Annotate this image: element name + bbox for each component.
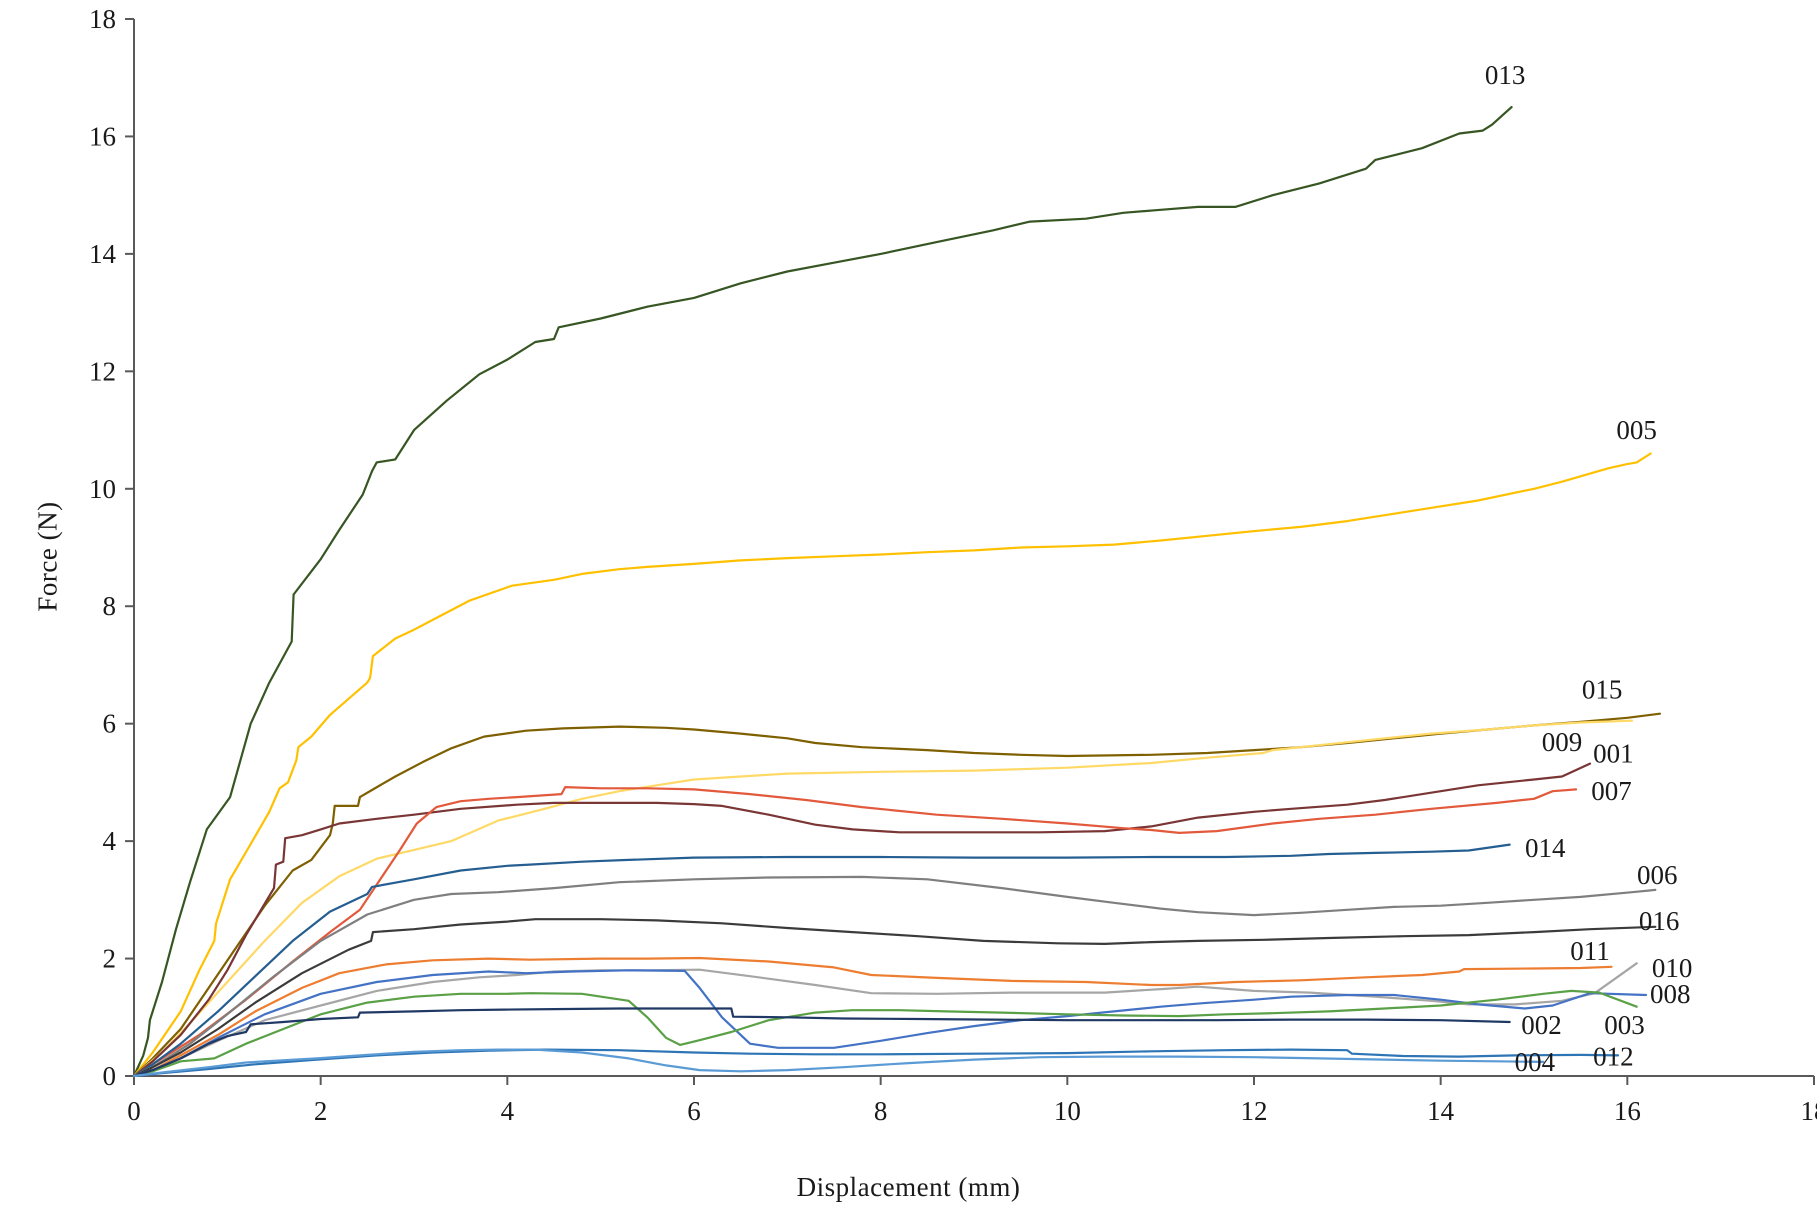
series-line-002 <box>132 1007 1511 1078</box>
series-label-014: 014 <box>1525 833 1566 863</box>
x-tick-label: 4 <box>501 1096 515 1126</box>
series-label-015: 015 <box>1582 675 1623 705</box>
series-label-010: 010 <box>1652 953 1693 983</box>
series-label-008: 008 <box>1650 979 1691 1009</box>
series-line-010 <box>132 962 1638 1078</box>
x-tick-label: 16 <box>1614 1096 1641 1126</box>
series-line-013 <box>132 106 1513 1078</box>
series-line-014 <box>132 843 1511 1078</box>
series-line-015 <box>132 712 1662 1078</box>
series-line-005 <box>132 452 1652 1078</box>
series-line-006 <box>132 875 1657 1078</box>
y-tick-label: 10 <box>89 474 116 504</box>
y-tick-label: 16 <box>89 121 116 151</box>
series-label-011: 011 <box>1570 936 1610 966</box>
series-label-007: 007 <box>1591 776 1632 806</box>
series-line-011 <box>132 956 1613 1078</box>
series-label-002: 002 <box>1521 1010 1562 1040</box>
series-label-012: 012 <box>1593 1042 1634 1072</box>
y-tick-label: 0 <box>103 1061 117 1091</box>
series-label-005: 005 <box>1616 415 1657 445</box>
series-label-003: 003 <box>1604 1010 1645 1040</box>
y-tick-label: 18 <box>89 4 116 34</box>
series-line-016 <box>132 918 1657 1078</box>
y-tick-label: 2 <box>103 944 117 974</box>
x-tick-label: 10 <box>1054 1096 1081 1126</box>
series-label-006: 006 <box>1637 860 1678 890</box>
x-tick-label: 12 <box>1241 1096 1268 1126</box>
series-line-008 <box>132 969 1648 1078</box>
series-label-013: 013 <box>1485 60 1526 90</box>
x-tick-label: 8 <box>874 1096 888 1126</box>
x-axis-title: Displacement (mm) <box>796 1172 1021 1202</box>
series-line-012 <box>132 1048 1620 1078</box>
x-tick-label: 14 <box>1427 1096 1455 1126</box>
y-tick-label: 4 <box>103 826 117 856</box>
y-axis-title: Force (N) <box>32 501 63 612</box>
x-tick-label: 2 <box>314 1096 328 1126</box>
y-tick-label: 8 <box>103 591 117 621</box>
series-label-004: 004 <box>1515 1047 1556 1077</box>
series-line-007 <box>132 786 1578 1078</box>
series-label-009: 009 <box>1542 727 1583 757</box>
x-tick-label: 6 <box>687 1096 701 1126</box>
series-line-003 <box>132 989 1638 1078</box>
x-tick-label: 18 <box>1801 1096 1817 1126</box>
series-label-001: 001 <box>1593 739 1634 769</box>
y-tick-label: 14 <box>89 239 117 269</box>
series-line-009 <box>132 719 1634 1078</box>
x-tick-label: 0 <box>127 1096 141 1126</box>
series-label-016: 016 <box>1639 906 1680 936</box>
series-line-004 <box>132 1048 1545 1078</box>
series-line-001 <box>132 762 1592 1078</box>
y-tick-label: 12 <box>89 356 116 386</box>
y-tick-label: 6 <box>103 709 117 739</box>
